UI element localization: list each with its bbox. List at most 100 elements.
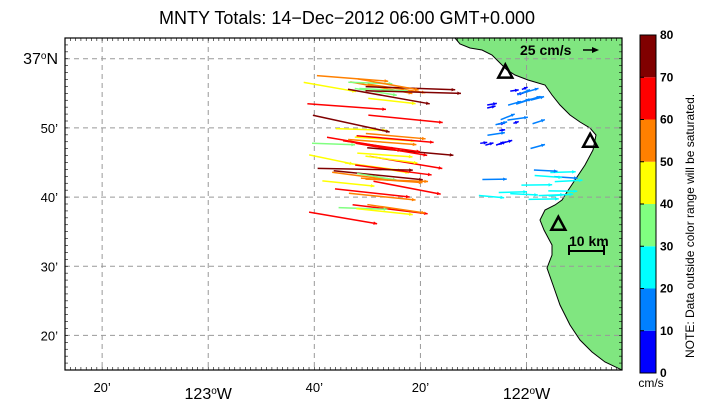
current-vector [482,177,507,181]
colorbar-unit: cm/s [638,376,663,390]
current-vector [521,86,528,91]
current-vector [311,142,356,147]
current-vector [510,192,538,197]
colorbar-tick-label: 50 [660,155,674,169]
latitude-labels: 37oN 50’ 40’ 30’ 20’ [23,50,58,343]
current-vector [357,78,419,91]
current-vector [507,115,528,121]
colorbar-segment [640,35,656,78]
current-vector [309,154,354,166]
ocean-area [65,38,622,370]
current-vector [365,90,462,95]
current-vector [538,193,564,197]
current-vector [334,188,410,199]
current-vector [365,178,429,184]
colorbar-tick-label: 60 [660,113,674,127]
current-vector [528,197,559,201]
lat-label: 30’ [41,259,58,274]
current-vector [485,142,494,146]
current-vector [487,102,497,106]
current-vector [348,138,417,147]
colorbar-segment [640,161,656,204]
current-vector [495,141,505,146]
current-vector [357,152,413,159]
current-vector [307,102,387,111]
current-vector [527,95,541,101]
current-vector [499,128,506,132]
lon-label: 20’ [93,380,110,395]
current-vector [356,207,413,216]
colorbar-tick-label: 0 [660,366,667,380]
current-vector [333,169,423,182]
colorbar-segment [640,288,656,331]
station-triangle [549,214,568,231]
station-triangle [496,61,515,79]
current-vector [487,105,496,109]
graticule-grid [65,38,622,370]
current-vector [530,143,546,150]
lat-label: 40’ [41,190,58,205]
current-vector [312,114,390,133]
current-vector [342,140,421,153]
current-vector [533,169,558,173]
colorbar-tick-label: 40 [660,197,674,211]
current-vector [532,118,546,125]
colorbar-tick-label: 10 [660,324,674,338]
current-vector [517,89,531,96]
lon-label: 40’ [306,380,323,395]
current-vector [513,120,519,125]
frame-ticks [64,37,623,371]
lat-label: 20’ [41,328,58,343]
colorbar-note: NOTE: Data outside color range will be s… [683,94,697,358]
colorbar-tick-label: 30 [660,239,674,253]
current-vector [498,190,527,194]
current-vector [367,146,454,157]
current-vector [316,74,389,83]
colorbar-segment [640,119,656,162]
current-vector [338,206,388,211]
current-vector [367,203,426,215]
current-vector [548,189,578,193]
current-vector [347,88,430,105]
scale-bar-label: 10 km [569,233,609,249]
scale-arrow-label: 25 cm/s [520,42,572,58]
current-vector [368,114,443,124]
scale-arrow: 25 cm/s [520,42,599,58]
colorbar-tick-label: 20 [660,282,674,296]
colorbar-segment [640,246,656,289]
lon-label: 122oW [503,386,551,404]
colorbar-segment [640,204,656,247]
current-vector [368,97,416,105]
lat-label: 37oN [23,50,58,68]
colorbar-segment [640,77,656,120]
longitude-labels: 20’ 123oW 40’ 20’ 122oW [93,380,551,403]
station-triangle [581,131,600,148]
lon-label: 123oW [185,386,233,404]
colorbar-tick-label: 70 [660,70,674,84]
current-vectors [303,74,583,225]
current-vector [354,87,397,97]
current-vector [495,121,508,126]
current-vector [308,211,378,225]
current-vector [554,178,583,183]
current-vector [480,141,488,145]
current-vector [322,180,375,188]
current-vector [500,113,515,121]
map-title: MNTY Totals: 14−Dec−2012 06:00 GMT+0.000 [159,8,535,28]
current-vector [510,88,519,93]
current-vector [534,174,563,180]
radar-stations [496,61,600,231]
current-vector [373,180,441,196]
current-vector [348,192,416,202]
current-vector [356,134,434,144]
current-vector [478,194,505,200]
current-vector [355,142,428,157]
current-vector [365,132,426,141]
colorbar-tick-label: 80 [660,28,674,42]
scale-arrow-head [592,47,599,53]
current-vector [317,167,413,172]
colorbar-segment [640,330,656,373]
lat-label: 50’ [41,121,58,136]
lon-label: 20’ [412,380,429,395]
